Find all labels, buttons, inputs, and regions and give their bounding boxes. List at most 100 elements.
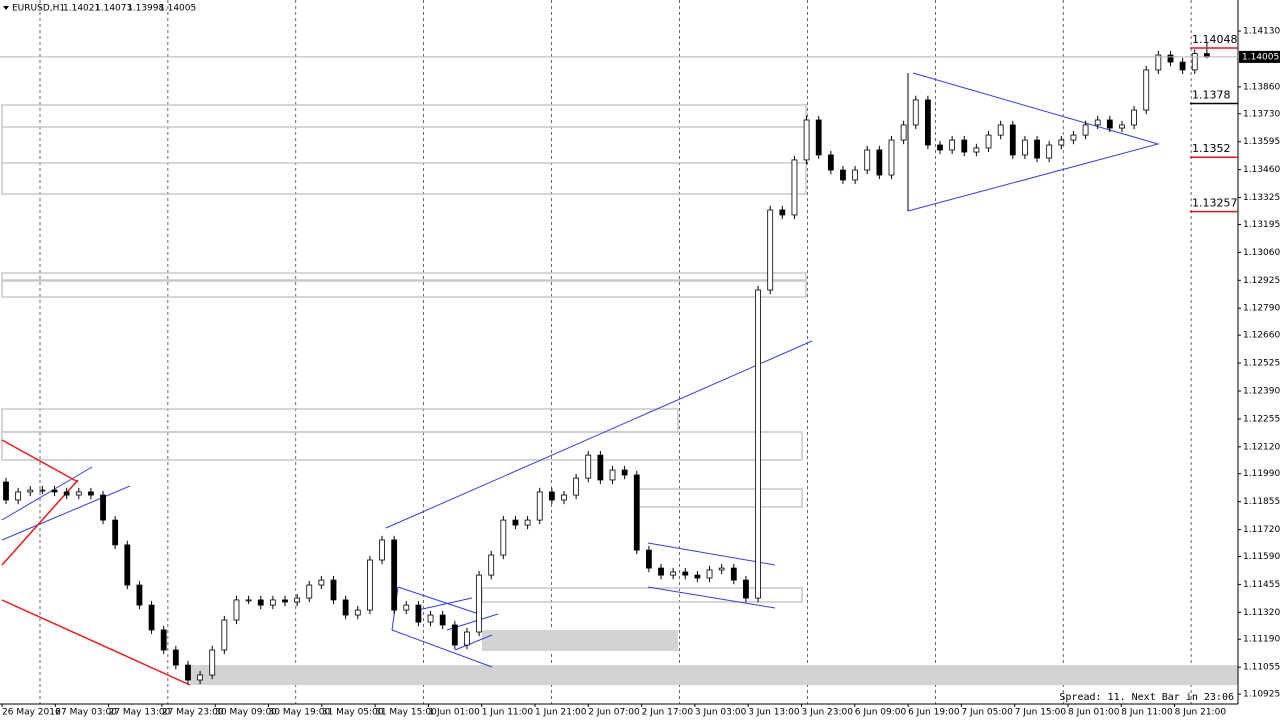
candle-body bbox=[379, 539, 385, 561]
candle-body bbox=[221, 619, 228, 651]
x-tick-label: 8 Jun 11:00 bbox=[1121, 708, 1173, 718]
ohlc-close: 1.14005 bbox=[159, 4, 196, 14]
candle-body bbox=[1179, 61, 1186, 71]
candle-body bbox=[185, 664, 191, 681]
candle-body bbox=[330, 579, 337, 601]
x-tick-label: 1 Jun 21:00 bbox=[535, 708, 587, 718]
trendline bbox=[647, 586, 776, 609]
candle-body bbox=[864, 149, 871, 171]
x-tick-label: 2 Jun 17:00 bbox=[642, 708, 694, 718]
candle-body bbox=[88, 491, 94, 496]
candle-body bbox=[27, 489, 34, 493]
y-tick-label: 1.11190 bbox=[1243, 635, 1280, 645]
candle-body bbox=[876, 149, 883, 176]
x-tick-label: 30 May 09:00 bbox=[215, 708, 277, 718]
candle-body bbox=[512, 519, 519, 526]
x-tick-label: 6 Jun 19:00 bbox=[908, 708, 960, 718]
zone bbox=[1, 431, 803, 461]
zone bbox=[1, 272, 807, 281]
header: EURUSD,H1 1.14021 1.14073 1.13998 1.1400… bbox=[3, 4, 196, 14]
candle-body bbox=[366, 559, 373, 611]
x-tick-label: 1 Jun 01:00 bbox=[428, 708, 480, 718]
x-tick-label: 27 May 13:00 bbox=[109, 708, 171, 718]
trendline bbox=[647, 542, 776, 566]
candle-body bbox=[354, 609, 361, 616]
candle-body bbox=[852, 169, 858, 181]
candle-body bbox=[585, 454, 592, 479]
x-tick-label: 7 Jun 05:00 bbox=[961, 708, 1013, 718]
x-tick-label: 30 May 19:00 bbox=[269, 708, 331, 718]
candle-body bbox=[961, 139, 968, 153]
candle-body bbox=[294, 597, 301, 603]
y-tick-label: 1.13595 bbox=[1243, 137, 1280, 147]
candle-body bbox=[633, 474, 640, 551]
candle-body bbox=[1034, 139, 1040, 159]
candle-body bbox=[439, 614, 446, 626]
y-tick-label: 1.11590 bbox=[1243, 552, 1280, 562]
candle-body bbox=[1167, 54, 1174, 63]
candle-body bbox=[573, 477, 580, 496]
candle-body bbox=[112, 519, 119, 546]
candle-body bbox=[524, 519, 531, 526]
candle-body bbox=[1119, 124, 1125, 129]
x-tick-label: 3 Jun 13:00 bbox=[748, 708, 800, 718]
candle-body bbox=[1094, 119, 1101, 126]
candle-body bbox=[160, 629, 167, 651]
y-tick-label: 1.11055 bbox=[1243, 663, 1280, 673]
candle-body bbox=[536, 491, 543, 521]
candle-body bbox=[815, 119, 822, 156]
trendline bbox=[397, 586, 483, 616]
candle-body bbox=[645, 549, 652, 569]
candle-body bbox=[1191, 53, 1198, 71]
candle-body bbox=[973, 147, 980, 153]
candle-body bbox=[3, 481, 9, 501]
candle-body bbox=[500, 519, 507, 556]
candle-body bbox=[597, 454, 604, 481]
menu-arrow[interactable] bbox=[3, 6, 9, 10]
x-tick-label: 6 Jun 09:00 bbox=[855, 708, 907, 718]
candle-body bbox=[779, 209, 786, 216]
y-tick-label: 1.12925 bbox=[1243, 276, 1280, 286]
price-tag-label: 1.14005 bbox=[1242, 52, 1279, 62]
candle-body bbox=[888, 139, 895, 176]
y-tick-label: 1.14130 bbox=[1243, 27, 1280, 37]
candle-body bbox=[172, 649, 179, 666]
candle-body bbox=[755, 289, 761, 599]
candle-body bbox=[1131, 109, 1137, 126]
candle-body bbox=[1082, 124, 1089, 136]
y-tick-label: 1.11320 bbox=[1243, 608, 1280, 618]
candle-body bbox=[233, 599, 240, 621]
trendline bbox=[1, 439, 79, 483]
y-tick-label: 1.11990 bbox=[1243, 469, 1280, 479]
y-tick-label: 1.13195 bbox=[1243, 220, 1280, 230]
status: Spread: 11. Next Bar in 23:06 bbox=[1059, 692, 1234, 703]
candle-body bbox=[1009, 124, 1016, 156]
candle-body bbox=[548, 491, 555, 501]
candle-body bbox=[670, 571, 677, 576]
symbol: EURUSD,H1 bbox=[12, 4, 65, 14]
trendline bbox=[391, 629, 493, 668]
candle-body bbox=[15, 491, 22, 501]
x-tick-label: 3 Jun 23:00 bbox=[802, 708, 854, 718]
candle-body bbox=[949, 139, 956, 151]
candle-body bbox=[1046, 144, 1053, 159]
candle-body bbox=[257, 599, 264, 606]
y-tick-label: 1.13860 bbox=[1243, 82, 1280, 92]
candle-body bbox=[694, 574, 701, 579]
candle-body bbox=[609, 469, 616, 481]
y-tick-label: 1.11855 bbox=[1243, 497, 1280, 507]
candle-body bbox=[1058, 139, 1065, 146]
candle-body bbox=[937, 144, 943, 151]
ohlc-open: 1.14021 bbox=[63, 4, 100, 14]
candle-body bbox=[306, 584, 313, 599]
candle-body bbox=[39, 489, 46, 492]
trendline bbox=[385, 340, 813, 529]
candle-body bbox=[148, 604, 155, 631]
y-tick-label: 1.12255 bbox=[1243, 414, 1280, 424]
candle-body bbox=[791, 159, 798, 216]
y-tick-label: 1.12790 bbox=[1243, 304, 1280, 314]
candle-body bbox=[51, 489, 58, 493]
x-tick-label: 27 May 23:00 bbox=[162, 708, 224, 718]
candle-body bbox=[1155, 54, 1162, 71]
